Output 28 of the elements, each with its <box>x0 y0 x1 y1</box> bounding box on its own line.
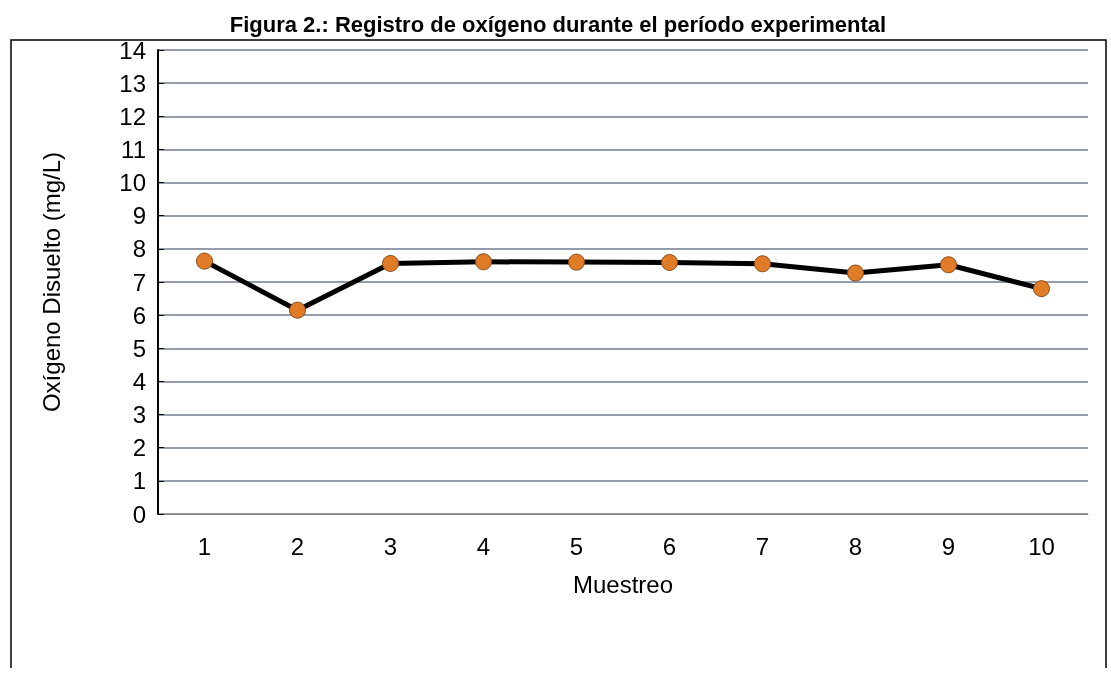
x-tick-label: 5 <box>569 532 584 560</box>
y-tick-label: 12 <box>119 102 146 130</box>
y-tick-label: 7 <box>132 268 146 296</box>
x-tick-label: 4 <box>476 532 491 560</box>
y-tick-label: 13 <box>119 69 146 97</box>
y-tick-label: 2 <box>132 434 146 462</box>
y-tick-label: 6 <box>132 301 146 329</box>
x-axis-title: Muestreo <box>572 570 674 598</box>
y-tick-label: 11 <box>121 135 146 163</box>
chart-title: Figura 2.: Registro de oxígeno durante el período experimental <box>229 11 887 37</box>
y-tick-label: 3 <box>132 401 146 429</box>
x-tick-label: 3 <box>383 532 398 560</box>
y-axis-title: Oxígeno Disuelto (mg/L) <box>37 151 65 413</box>
y-tick-label: 8 <box>132 235 146 263</box>
x-tick-label: 10 <box>1028 532 1055 560</box>
x-tick-label: 7 <box>755 532 770 560</box>
x-tick-label: 6 <box>662 532 677 560</box>
y-tick-label: 10 <box>119 169 146 197</box>
x-tick-label: 9 <box>941 532 956 560</box>
y-tick-label: 1 <box>132 467 146 495</box>
y-tick-label: 14 <box>119 36 146 64</box>
x-tick-label: 8 <box>848 532 863 560</box>
y-tick-label: 0 <box>132 500 146 528</box>
x-tick-label: 2 <box>290 532 305 560</box>
y-tick-label: 4 <box>132 367 146 395</box>
y-tick-label: 5 <box>132 334 146 362</box>
x-tick-label: 1 <box>197 532 212 560</box>
y-tick-label: 9 <box>132 202 146 230</box>
